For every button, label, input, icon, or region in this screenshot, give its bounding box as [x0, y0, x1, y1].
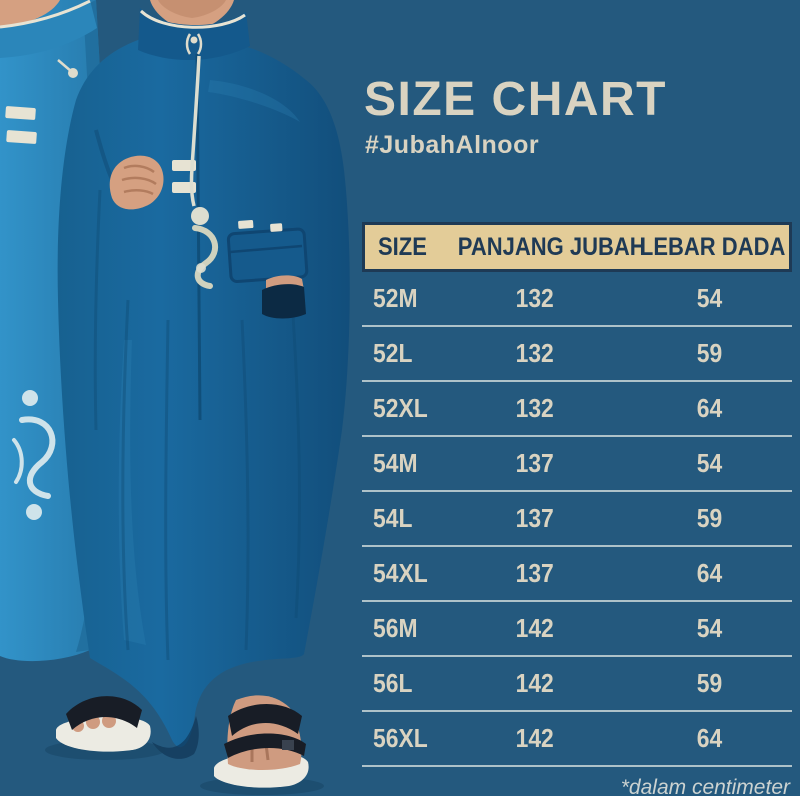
- table-row: 52L 132 59: [362, 327, 792, 382]
- panjang-cell: 137: [515, 503, 554, 533]
- lebar-cell: 54: [696, 613, 723, 643]
- panjang-cell: 132: [515, 283, 554, 313]
- panjang-cell: 142: [515, 723, 554, 753]
- lebar-cell: 64: [696, 558, 723, 588]
- table-header-row: SIZE PANJANG JUBAH LEBAR DADA: [362, 222, 792, 272]
- panjang-cell: 132: [515, 338, 554, 368]
- hand-in-pocket: [262, 275, 306, 319]
- table-row: 54XL 137 64: [362, 547, 792, 602]
- sandal-buckle: [282, 740, 294, 750]
- size-cell: 52M: [373, 283, 418, 313]
- table-row: 56M 142 54: [362, 602, 792, 657]
- lebar-cell: 54: [696, 283, 723, 313]
- hand-holding-string: [94, 129, 164, 210]
- table-row: 52XL 132 64: [362, 382, 792, 437]
- collar: [138, 8, 250, 61]
- lebar-cell: 59: [696, 338, 723, 368]
- table-row: 56XL 142 64: [362, 712, 792, 767]
- panjang-cell: 132: [515, 393, 554, 423]
- table-row: 56L 142 59: [362, 657, 792, 712]
- size-cell: 56XL: [373, 723, 428, 753]
- panjang-cell: 142: [515, 668, 554, 698]
- embroidery-ornament: [12, 390, 56, 520]
- second-model-neck: [0, 0, 60, 28]
- size-cell: 56L: [373, 668, 413, 698]
- drawstring-tassel: [189, 55, 219, 289]
- table-row: 52M 132 54: [362, 272, 792, 327]
- chest-pocket: [226, 220, 309, 283]
- lebar-cell: 64: [696, 393, 723, 423]
- size-chart-panel: SIZE CHART #JubahAlnoor SIZE PANJANG JUB…: [362, 0, 792, 796]
- lebar-cell: 59: [696, 668, 723, 698]
- main-model: [57, 0, 350, 759]
- size-cell: 54M: [373, 448, 418, 478]
- size-cell: 52L: [373, 338, 413, 368]
- placket-accent: [172, 160, 196, 171]
- jubah-model-photo: [0, 0, 360, 796]
- size-table: SIZE PANJANG JUBAH LEBAR DADA 52M 132 54…: [362, 222, 792, 767]
- table-row: 54M 137 54: [362, 437, 792, 492]
- panjang-cell: 137: [515, 558, 554, 588]
- lebar-cell: 59: [696, 503, 723, 533]
- size-cell: 52XL: [373, 393, 428, 423]
- hashtag-subtitle: #JubahAlnoor: [365, 131, 540, 159]
- left-sandal: [56, 696, 151, 752]
- right-sandal: [214, 695, 309, 788]
- table-row: 54L 137 59: [362, 492, 792, 547]
- column-header-lebar-dada: LEBAR DADA: [639, 232, 786, 261]
- unit-footnote: *dalam centimeter: [620, 776, 790, 796]
- lebar-cell: 64: [696, 723, 723, 753]
- page-title: SIZE CHART: [364, 73, 667, 126]
- panjang-cell: 142: [515, 613, 554, 643]
- collar-button: [190, 36, 198, 44]
- size-cell: 56M: [373, 613, 418, 643]
- column-header-panjang-jubah: PANJANG JUBAH: [457, 232, 646, 261]
- lebar-cell: 54: [696, 448, 723, 478]
- jubah-robe: [57, 36, 350, 748]
- size-cell: 54L: [373, 503, 413, 533]
- column-header-size: SIZE: [378, 232, 427, 261]
- panjang-cell: 137: [515, 448, 554, 478]
- size-cell: 54XL: [373, 558, 428, 588]
